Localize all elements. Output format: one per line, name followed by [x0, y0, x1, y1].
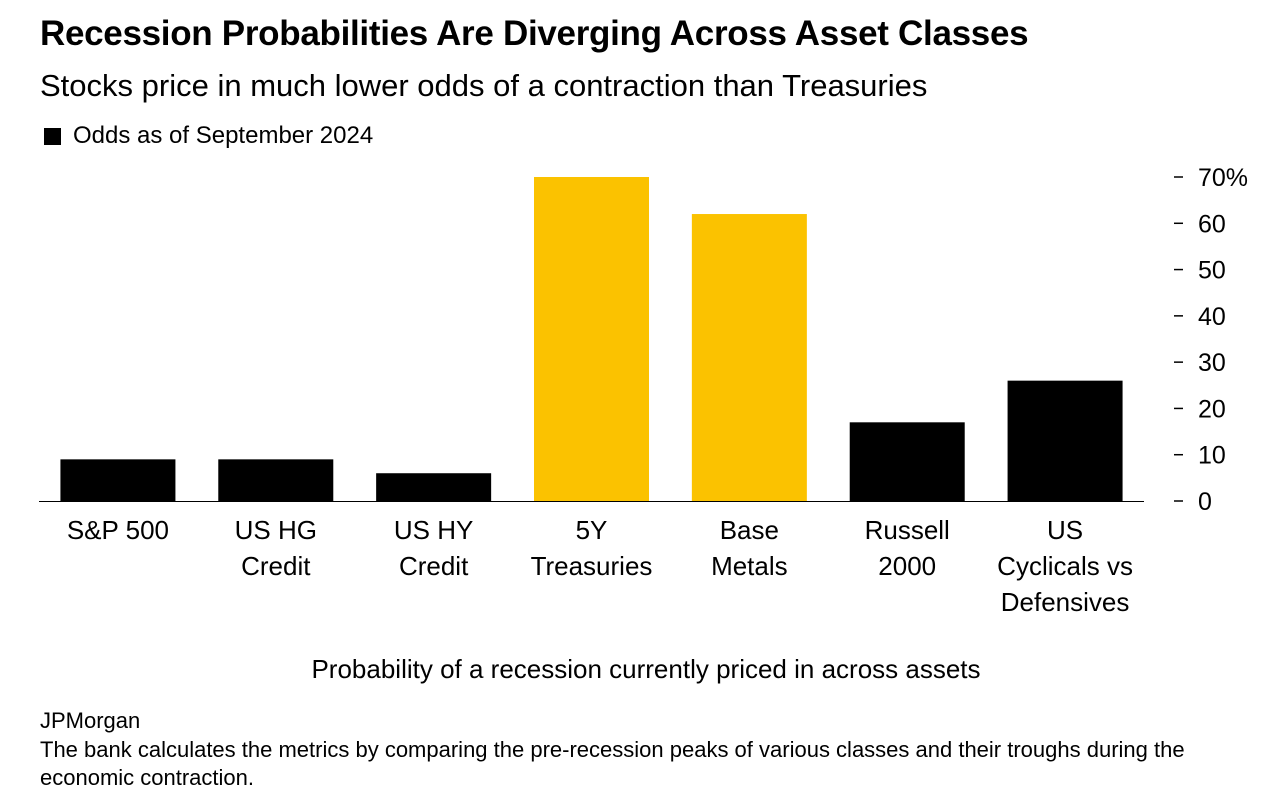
bar-russell-2000 — [849, 422, 965, 501]
footnote: The bank calculates the metrics by compa… — [40, 737, 1185, 790]
y-tick-label: 20 — [1198, 395, 1226, 423]
x-tick-label: US HY — [394, 515, 473, 545]
x-tick-label: Credit — [399, 551, 469, 581]
x-tick-label: Defensives — [1001, 587, 1130, 617]
legend: Odds as of September 2024 — [44, 122, 373, 150]
y-tick-label: 50 — [1198, 257, 1226, 285]
y-tick-label: 40 — [1198, 303, 1226, 331]
x-axis-caption: Probability of a recession currently pri… — [311, 654, 981, 684]
y-tick-label: 10 — [1198, 442, 1226, 470]
x-tick-label: Treasuries — [531, 551, 653, 581]
x-tick-label: US — [1047, 515, 1083, 545]
bar-us-cyclicals-vs-defensives — [1007, 380, 1123, 501]
x-tick-label: Cyclicals vs — [997, 551, 1133, 581]
y-tick-label: 30 — [1198, 349, 1226, 377]
chart-subtitle: Stocks price in much lower odds of a con… — [40, 68, 928, 103]
x-tick-label: Credit — [241, 551, 311, 581]
y-tick-label: 70% — [1198, 164, 1248, 192]
bar-us-hy-credit — [376, 473, 492, 501]
x-tick-label: 2000 — [878, 551, 936, 581]
bar-s-p-500 — [60, 459, 176, 501]
legend-label: Odds as of September 2024 — [73, 122, 374, 149]
source-label: JPMorgan — [40, 708, 141, 733]
y-tick-label: 60 — [1198, 210, 1226, 238]
x-tick-label: Russell — [865, 515, 950, 545]
chart-title: Recession Probabilities Are Diverging Ac… — [40, 14, 1029, 53]
y-tick-label: 0 — [1198, 488, 1212, 516]
x-tick-label: S&P 500 — [67, 515, 169, 545]
x-tick-label: Base — [720, 515, 779, 545]
bar-us-hg-credit — [218, 459, 334, 501]
x-tick-label: 5Y — [576, 515, 608, 545]
x-tick-label: Metals — [711, 551, 788, 581]
bar-base-metals — [691, 214, 807, 501]
x-tick-label: US HG — [235, 515, 317, 545]
bar-chart: 0 10 20 30 40 50 60 70% S&P 500 US HG Credit US HY C… — [39, 164, 1248, 617]
bar-5y-treasuries — [534, 177, 649, 501]
legend-swatch — [44, 127, 61, 145]
